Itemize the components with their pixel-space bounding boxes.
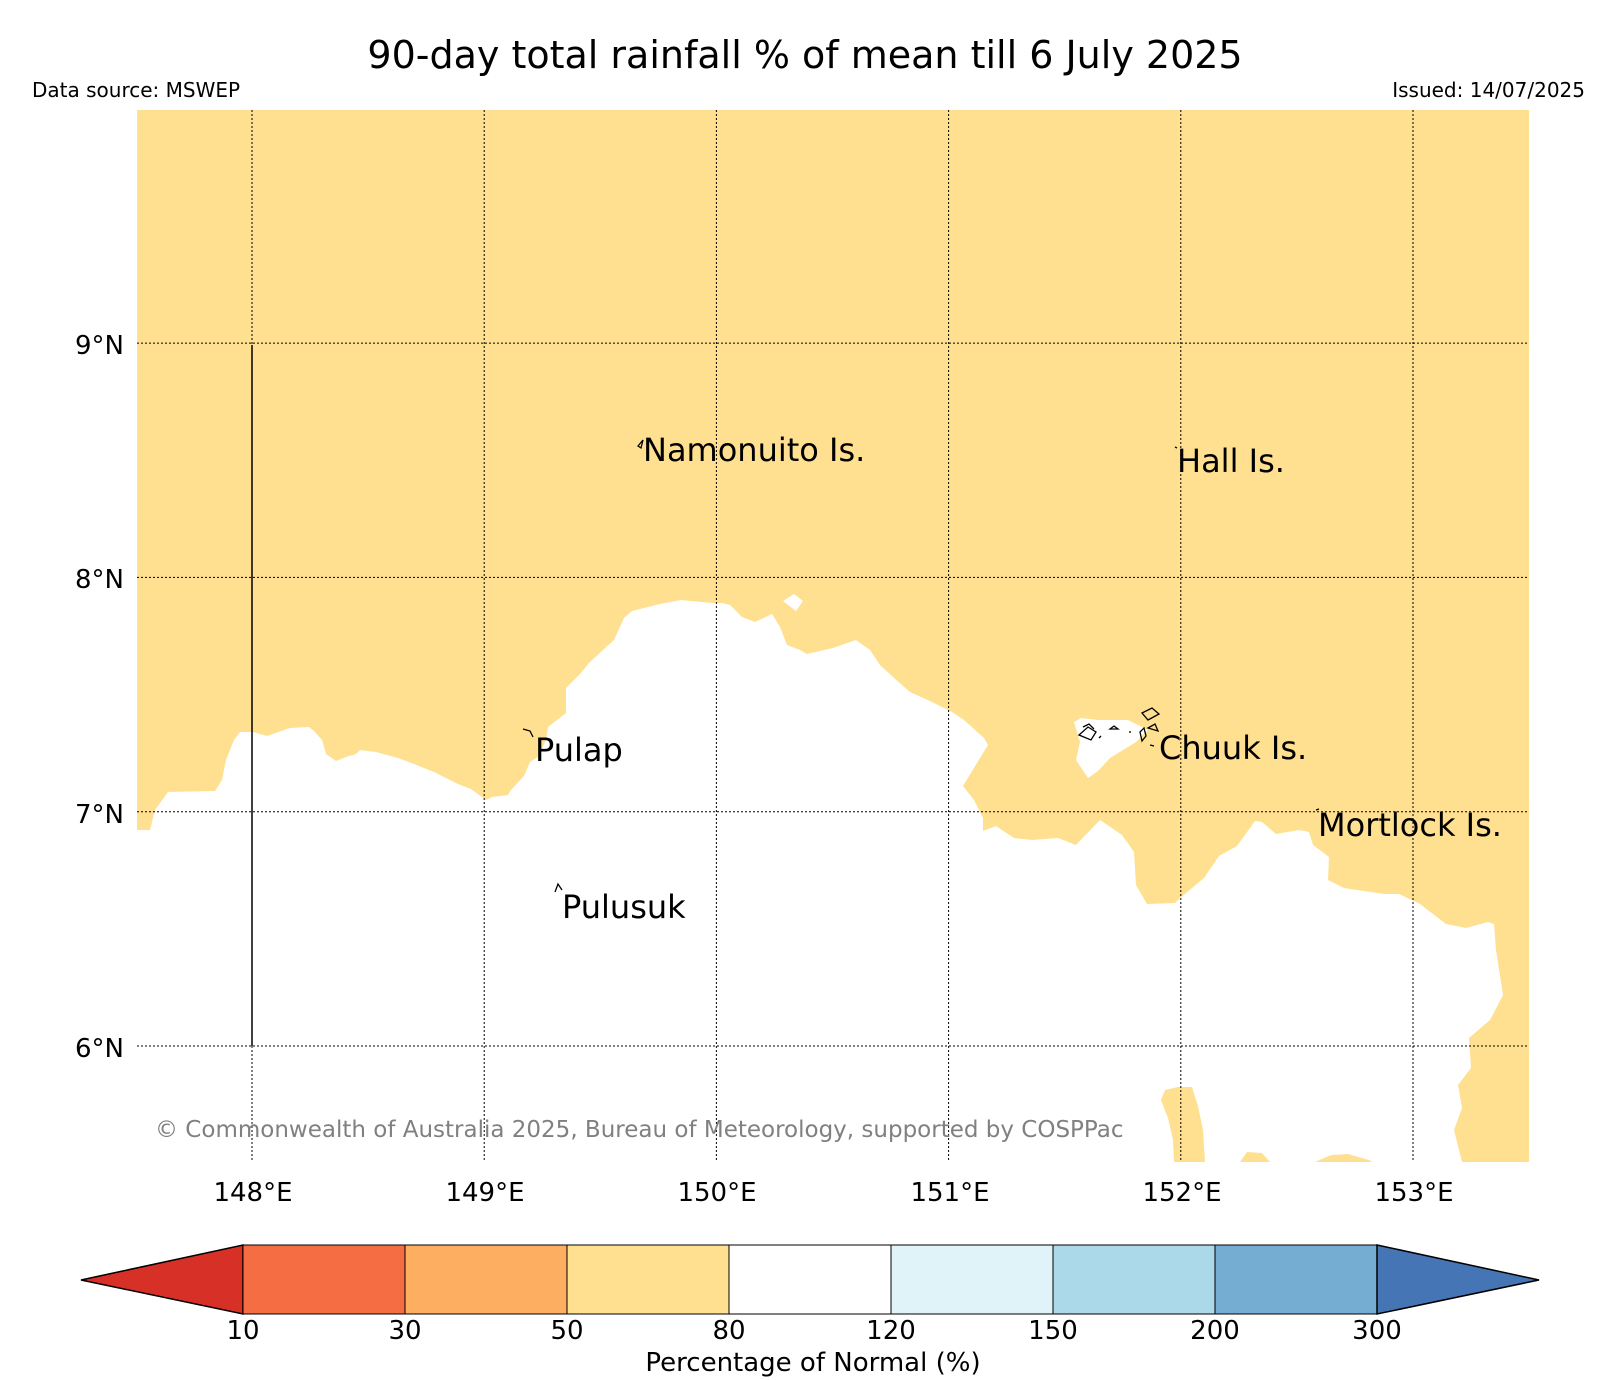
lon-tick-label: 148°E [213, 1178, 292, 1208]
rainfall-band-50-80-north [137, 110, 1529, 1162]
colorbar-segment [1214, 1244, 1378, 1315]
data-source-label: Data source: MSWEP [32, 78, 240, 102]
map-panel: Namonuito Is. Hall Is. Pulap Chuuk Is. M… [137, 110, 1529, 1162]
lat-tick-label: 7°N [75, 800, 124, 830]
colorbar-segment [566, 1244, 730, 1315]
colorbar-tick-label: 30 [388, 1316, 421, 1346]
lon-tick-label: 152°E [1142, 1178, 1221, 1208]
chuuk-island-outline-6 [1149, 744, 1155, 747]
colorbar-tick-labels: 10 30 50 80 120 150 200 300 [226, 1316, 1401, 1346]
chuuk-island-outline-4 [1139, 726, 1147, 743]
lat-tick-label: 9°N [75, 331, 124, 361]
lon-tick-label: 149°E [445, 1178, 524, 1208]
pulusuk-island-outline [554, 882, 563, 893]
figure-title: 90-day total rainfall % of mean till 6 J… [367, 33, 1242, 77]
chuuk-island-outline-5 [1146, 723, 1160, 733]
chuuk-island-outline-3 [1108, 725, 1120, 730]
colorbar-tick-label: 200 [1190, 1316, 1240, 1346]
colorbar-tick-label: 10 [226, 1316, 259, 1346]
place-labels: Namonuito Is. Hall Is. Pulap Chuuk Is. M… [535, 431, 1502, 926]
place-label-pulusuk: Pulusuk [562, 888, 686, 926]
rainfall-band-50-80-south-2 [1240, 1152, 1270, 1162]
colorbar-tick-label: 120 [866, 1316, 916, 1346]
colorbar-segment [728, 1244, 892, 1315]
lat-tick-label: 6°N [75, 1034, 124, 1064]
colorbar-tick-label: 300 [1352, 1316, 1402, 1346]
colorbar-segments [242, 1244, 1378, 1315]
chuuk-lagoon-outline [1140, 707, 1161, 721]
pulap-island-outline [522, 728, 534, 738]
colorbar-extend-low [80, 1244, 244, 1315]
colorbar-tick-label: 150 [1028, 1316, 1078, 1346]
mortlock-island-outline [1315, 808, 1320, 811]
colorbar-tick-label: 80 [712, 1316, 745, 1346]
colorbar: 10 30 50 80 120 150 200 300 Percentage of Norma… [80, 1244, 1540, 1378]
rainfall-band-50-80-south-3 [1315, 1154, 1372, 1162]
latitude-tick-labels: 9°N 8°N 7°N 6°N [75, 331, 124, 1064]
lat-tick-label: 8°N [75, 565, 124, 595]
map-gridlines [137, 110, 1529, 1162]
colorbar-tick-label: 50 [550, 1316, 583, 1346]
copyright-notice: © Commonwealth of Australia 2025, Bureau… [155, 1117, 1124, 1143]
colorbar-segment [1052, 1244, 1216, 1315]
namonuito-island-outline [637, 439, 644, 450]
place-label-mortlock: Mortlock Is. [1318, 806, 1502, 844]
chuuk-island-outline-2 [1082, 723, 1095, 730]
white-patch-north [783, 594, 803, 611]
colorbar-extend-high [1376, 1244, 1540, 1315]
colorbar-segment [404, 1244, 568, 1315]
island-outlines [522, 439, 1320, 893]
lon-tick-label: 153°E [1374, 1178, 1453, 1208]
white-patch-chuuk [1074, 718, 1148, 778]
chuuk-island-outline-1 [1077, 726, 1097, 741]
rainfall-band-50-80-south-1 [1161, 1087, 1205, 1162]
place-label-chuuk: Chuuk Is. [1159, 729, 1307, 767]
chuuk-island-outline-7 [1098, 735, 1102, 739]
colorbar-label: Percentage of Normal (%) [645, 1348, 980, 1378]
lon-tick-label: 150°E [677, 1178, 756, 1208]
lon-tick-label: 151°E [910, 1178, 989, 1208]
place-label-namonuito: Namonuito Is. [643, 431, 865, 469]
place-label-pulap: Pulap [535, 731, 623, 769]
issued-date-label: Issued: 14/07/2025 [1392, 78, 1585, 102]
place-label-hall: Hall Is. [1177, 442, 1285, 480]
colorbar-segment [242, 1244, 406, 1315]
colorbar-segment [890, 1244, 1054, 1315]
hall-island-outline [1174, 446, 1178, 449]
longitude-tick-labels: 148°E 149°E 150°E 151°E 152°E 153°E [213, 1178, 1453, 1208]
